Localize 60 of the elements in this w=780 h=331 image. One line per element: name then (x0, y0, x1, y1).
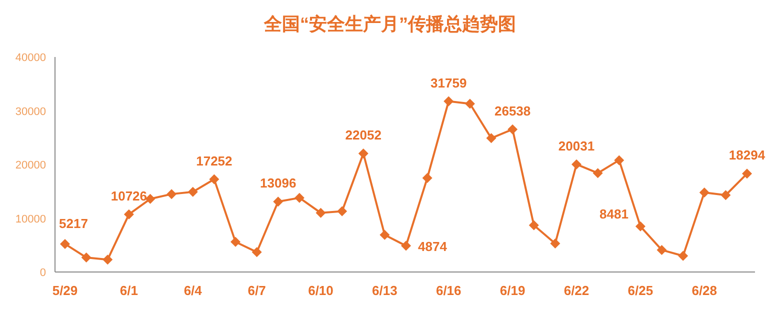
point (592, 168, 603, 178)
point (102, 254, 113, 265)
y-tick-label: 40000 (15, 52, 46, 64)
point (294, 192, 304, 203)
point (209, 174, 220, 184)
data-label: 5217 (59, 216, 88, 231)
y-tick-label: 20000 (15, 160, 46, 172)
data-label: 26538 (494, 103, 531, 118)
point (380, 230, 390, 240)
x-tick-label: 6/7 (248, 283, 266, 298)
point (358, 148, 368, 158)
point (720, 190, 731, 200)
point (316, 208, 326, 218)
point (252, 247, 262, 258)
y-tick-label: 10000 (15, 213, 46, 226)
x-tick-label: 6/19 (500, 283, 526, 298)
point (422, 172, 432, 183)
x-tick-label: 6/25 (628, 283, 654, 298)
data-label: 4874 (418, 238, 448, 254)
point (273, 196, 284, 207)
point (486, 133, 496, 144)
point (464, 98, 475, 109)
point (508, 124, 518, 134)
chart-title: 全国“安全生产月”传播总趋势图 (263, 14, 516, 34)
point (656, 244, 667, 255)
y-tick-label: 0 (40, 267, 46, 279)
point (678, 250, 688, 261)
point (572, 159, 582, 170)
point (337, 206, 348, 216)
data-label: 20031 (558, 138, 595, 154)
point (124, 209, 134, 220)
y-tick-label: 30000 (15, 106, 46, 118)
x-tick-label: 6/28 (692, 283, 718, 298)
point (81, 252, 92, 262)
point (635, 221, 646, 232)
point (614, 155, 624, 166)
x-tick-label: 6/1 (120, 283, 138, 298)
point (60, 238, 70, 249)
point (166, 189, 177, 200)
x-tick-label: 6/4 (184, 283, 203, 298)
data-label: 13096 (260, 176, 296, 191)
x-tick-label: 6/22 (564, 283, 590, 298)
point (401, 240, 411, 251)
point (444, 96, 454, 106)
x-tick-label: 6/10 (308, 283, 334, 298)
point (230, 236, 240, 247)
data-label: 22052 (345, 127, 382, 142)
data-label: 31759 (430, 75, 467, 90)
data-label: 18294 (728, 148, 766, 163)
data-label: 17252 (196, 153, 232, 168)
point (742, 168, 752, 179)
data-label: 8481 (600, 206, 628, 222)
point (528, 220, 539, 230)
data-label: 10726 (110, 188, 148, 204)
x-tick-label: 6/13 (372, 283, 398, 298)
point (699, 187, 710, 198)
x-tick-label: 5/29 (52, 283, 78, 298)
x-tick-label: 6/16 (436, 283, 462, 298)
point (188, 186, 198, 197)
point (550, 238, 560, 249)
